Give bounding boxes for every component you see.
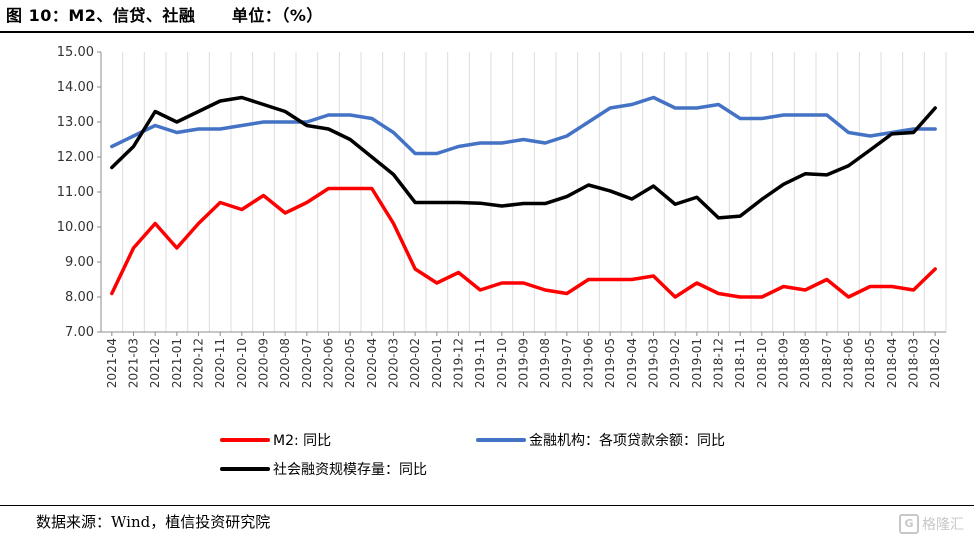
x-tick-label: 2018-05	[863, 338, 877, 388]
legend-label: 金融机构：各项贷款余额：同比	[529, 432, 725, 449]
x-tick-label: 2019-12	[452, 338, 466, 388]
x-tick-label: 2020-08	[278, 338, 292, 388]
legend-label: 社会融资规模存量：同比	[273, 462, 427, 478]
x-tick-label: 2019-10	[495, 338, 509, 388]
axes: 7.00 8.00 9.00 10.00 11.00 12.00 13.00 14.00 15.…	[57, 45, 946, 388]
source-note: 数据来源：Wind，植信投资研究院	[36, 513, 271, 531]
x-tick-label: 2019-08	[538, 338, 552, 388]
y-tick-label: 10.00	[57, 220, 94, 235]
title-divider	[0, 31, 974, 33]
x-tick-label: 2021-04	[105, 338, 119, 388]
legend-label: M2: 同比	[273, 433, 331, 449]
x-tick-label: 2020-12	[192, 338, 206, 388]
watermark-logo-icon: G	[899, 514, 919, 534]
x-tick-label: 2020-03	[387, 338, 401, 388]
chart-title: 图 10：M2、信贷、社融 单位：（%）	[6, 6, 323, 25]
line-chart: 7.00 8.00 9.00 10.00 11.00 12.00 13.00 14.00 15.…	[57, 45, 947, 478]
y-tick-label: 13.00	[57, 115, 94, 130]
x-tick-label: 2020-10	[235, 338, 249, 388]
y-tick-label: 15.00	[57, 45, 94, 60]
x-tick-label: 2019-07	[560, 338, 574, 388]
x-tick-label: 2019-06	[582, 338, 596, 388]
watermark-text: 格隆汇	[922, 517, 964, 533]
y-tick-label: 12.00	[57, 150, 94, 165]
x-tick-label: 2020-01	[430, 338, 444, 388]
x-tick-label: 2019-11	[473, 338, 487, 388]
x-tick-label: 2018-02	[928, 338, 942, 388]
x-tick-label: 2018-04	[885, 338, 899, 388]
y-tick-label: 11.00	[57, 185, 94, 200]
x-tick-label: 2019-02	[668, 338, 682, 388]
series-line-3	[110, 95, 937, 220]
series-line-1	[110, 186, 937, 299]
x-tick-label: 2018-07	[820, 338, 834, 388]
x-tick-label: 2018-09	[777, 338, 791, 388]
y-tick-label: 14.00	[57, 80, 94, 95]
x-tick-label: 2021-02	[148, 338, 162, 388]
x-tick-label: 2018-08	[798, 338, 812, 388]
x-tick-label: 2019-04	[625, 338, 639, 388]
watermark: G 格隆汇	[899, 514, 964, 534]
x-tick-label: 2020-05	[343, 338, 357, 388]
x-tick-label: 2018-06	[842, 338, 856, 388]
x-tick-label: 2019-01	[690, 338, 704, 388]
y-tick-label: 8.00	[65, 290, 94, 305]
y-tick-label: 7.00	[65, 325, 94, 340]
source-divider	[0, 505, 974, 506]
x-tick-label: 2021-03	[127, 338, 141, 388]
series-lines	[110, 95, 937, 299]
x-tick-label: 2020-07	[300, 338, 314, 388]
y-tick-label: 9.00	[65, 255, 94, 270]
x-tick-label: 2018-10	[755, 338, 769, 388]
x-tick-label: 2019-05	[603, 338, 617, 388]
x-tick-label: 2020-04	[365, 338, 379, 388]
grid-lines	[100, 52, 947, 332]
x-tick-label: 2018-12	[712, 338, 726, 388]
series-line-2	[110, 95, 937, 156]
x-tick-label: 2020-09	[257, 338, 271, 388]
x-tick-label: 2018-11	[733, 338, 747, 388]
x-tick-label: 2021-01	[170, 338, 184, 388]
x-tick-label: 2019-03	[647, 338, 661, 388]
x-tick-label: 2020-02	[408, 338, 422, 388]
x-tick-label: 2020-06	[322, 338, 336, 388]
x-tick-label: 2018-03	[907, 338, 921, 388]
x-tick-label: 2019-09	[517, 338, 531, 388]
x-tick-label: 2020-11	[213, 338, 227, 388]
